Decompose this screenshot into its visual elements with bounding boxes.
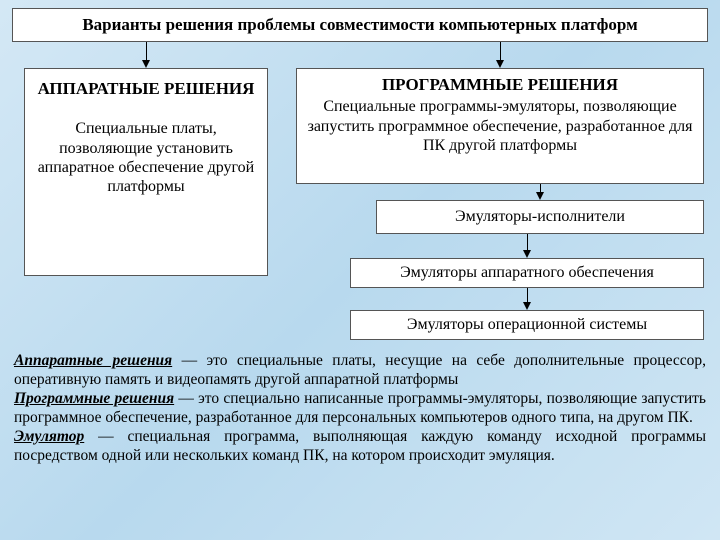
def-emulator: Эмулятор — специальная программа, выполн… xyxy=(14,428,706,466)
arrow-line-hw xyxy=(146,42,147,62)
def-emu-text: — специальная программа, выполняющая каж… xyxy=(14,428,706,464)
arrow-head-sw xyxy=(496,60,504,68)
hardware-box: АППАРАТНЫЕ РЕШЕНИЯ Специальные платы, по… xyxy=(24,68,268,276)
def-sw-term: Программные решения xyxy=(14,390,174,407)
hardware-desc: Специальные платы, позволяющие установит… xyxy=(33,119,259,196)
arrow-head-e2 xyxy=(523,250,531,258)
software-desc: Специальные программы-эмуляторы, позволя… xyxy=(305,97,695,155)
software-box: ПРОГРАММНЫЕ РЕШЕНИЯ Специальные программ… xyxy=(296,68,704,184)
arrow-line-sw xyxy=(500,42,501,62)
hardware-heading: АППАРАТНЫЕ РЕШЕНИЯ xyxy=(38,79,255,99)
emulator-2-text: Эмуляторы аппаратного обеспечения xyxy=(400,263,654,282)
def-hw-term: Аппаратные решения xyxy=(14,352,172,369)
emulator-box-3: Эмуляторы операционной системы xyxy=(350,310,704,340)
definitions-block: Аппаратные решения — это специальные пла… xyxy=(14,352,706,465)
arrow-head-e1 xyxy=(536,192,544,200)
title-box: Варианты решения проблемы совместимости … xyxy=(12,8,708,42)
arrow-head-e3 xyxy=(523,302,531,310)
def-hardware: Аппаратные решения — это специальные пла… xyxy=(14,352,706,390)
emulator-3-text: Эмуляторы операционной системы xyxy=(407,315,647,334)
emulator-1-text: Эмуляторы-исполнители xyxy=(455,207,625,226)
software-heading: ПРОГРАММНЫЕ РЕШЕНИЯ xyxy=(382,75,618,95)
title-text: Варианты решения проблемы совместимости … xyxy=(82,15,637,35)
arrow-head-hw xyxy=(142,60,150,68)
emulator-box-2: Эмуляторы аппаратного обеспечения xyxy=(350,258,704,288)
def-emu-term: Эмулятор xyxy=(14,428,84,445)
def-software: Программные решения — это специально нап… xyxy=(14,390,706,428)
emulator-box-1: Эмуляторы-исполнители xyxy=(376,200,704,234)
